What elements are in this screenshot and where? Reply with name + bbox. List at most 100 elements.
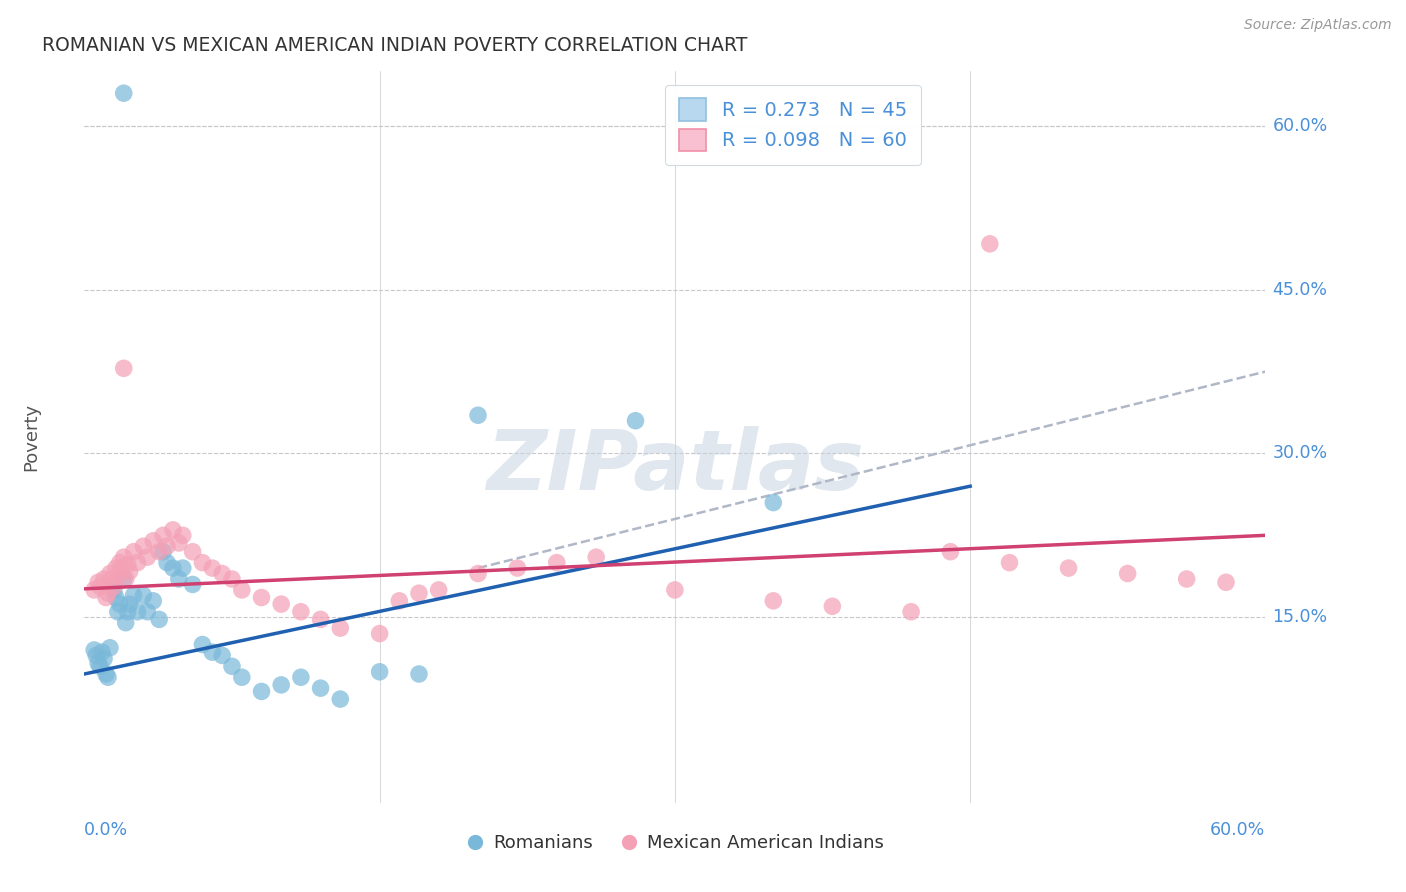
Point — [172, 561, 194, 575]
Point — [104, 561, 127, 575]
Point — [231, 670, 253, 684]
Point — [97, 670, 120, 684]
Point — [103, 582, 125, 597]
Text: ROMANIAN VS MEXICAN AMERICAN INDIAN POVERTY CORRELATION CHART: ROMANIAN VS MEXICAN AMERICAN INDIAN POVE… — [42, 36, 748, 54]
Point — [148, 612, 170, 626]
Point — [152, 528, 174, 542]
Point — [122, 545, 145, 559]
Point — [762, 495, 785, 509]
Point — [250, 684, 273, 698]
Point — [127, 556, 149, 570]
Text: 0.0%: 0.0% — [84, 821, 128, 839]
Point — [167, 536, 190, 550]
Point — [467, 409, 489, 423]
Point — [142, 594, 165, 608]
Point — [108, 597, 131, 611]
Point — [221, 659, 243, 673]
Point — [585, 550, 607, 565]
Point — [762, 594, 785, 608]
Point — [231, 582, 253, 597]
Point — [117, 605, 139, 619]
Point — [101, 572, 124, 586]
Text: 30.0%: 30.0% — [1272, 444, 1327, 462]
Point — [181, 545, 204, 559]
Point — [329, 621, 352, 635]
Point — [114, 572, 136, 586]
Point — [191, 556, 214, 570]
Text: 45.0%: 45.0% — [1272, 281, 1327, 299]
Point — [309, 612, 332, 626]
Point — [94, 667, 117, 681]
Point — [546, 556, 568, 570]
Legend: Romanians, Mexican American Indians: Romanians, Mexican American Indians — [458, 827, 891, 860]
Point — [408, 667, 430, 681]
Point — [221, 572, 243, 586]
Point — [112, 361, 135, 376]
Text: 15.0%: 15.0% — [1272, 608, 1327, 626]
Point — [270, 597, 292, 611]
Point — [87, 656, 110, 670]
Point — [998, 556, 1021, 570]
Point — [118, 597, 141, 611]
Point — [167, 572, 190, 586]
Point — [107, 605, 129, 619]
Text: Source: ZipAtlas.com: Source: ZipAtlas.com — [1244, 18, 1392, 32]
Point — [270, 678, 292, 692]
Point — [408, 586, 430, 600]
Point — [122, 588, 145, 602]
Point — [98, 566, 121, 581]
Point — [181, 577, 204, 591]
Point — [290, 670, 312, 684]
Point — [1175, 572, 1198, 586]
Text: 60.0%: 60.0% — [1211, 821, 1265, 839]
Point — [89, 659, 111, 673]
Point — [84, 648, 107, 663]
Point — [250, 591, 273, 605]
Point — [162, 523, 184, 537]
Point — [172, 528, 194, 542]
Point — [112, 550, 135, 565]
Point — [156, 556, 179, 570]
Point — [1274, 572, 1296, 586]
Text: Poverty: Poverty — [22, 403, 41, 471]
Point — [201, 645, 224, 659]
Point — [136, 550, 159, 565]
Point — [87, 575, 110, 590]
Point — [900, 605, 922, 619]
Point — [211, 648, 233, 663]
Point — [979, 236, 1001, 251]
Point — [148, 545, 170, 559]
Point — [104, 591, 127, 605]
Point — [94, 591, 117, 605]
Point — [83, 582, 105, 597]
Point — [91, 645, 114, 659]
Point — [1215, 575, 1237, 590]
Point — [1057, 561, 1080, 575]
Point — [89, 580, 111, 594]
Point — [93, 572, 115, 586]
Point — [83, 643, 105, 657]
Point — [117, 558, 139, 572]
Point — [368, 665, 391, 679]
Point — [132, 588, 155, 602]
Point — [191, 638, 214, 652]
Point — [368, 626, 391, 640]
Point — [98, 640, 121, 655]
Point — [624, 414, 647, 428]
Point — [112, 86, 135, 100]
Point — [821, 599, 844, 614]
Point — [152, 545, 174, 559]
Point — [309, 681, 332, 695]
Point — [127, 605, 149, 619]
Point — [290, 605, 312, 619]
Point — [427, 582, 450, 597]
Point — [388, 594, 411, 608]
Point — [1116, 566, 1139, 581]
Point — [111, 561, 134, 575]
Point — [664, 582, 686, 597]
Point — [118, 565, 141, 579]
Point — [156, 539, 179, 553]
Point — [467, 566, 489, 581]
Text: 60.0%: 60.0% — [1272, 117, 1327, 135]
Point — [103, 580, 125, 594]
